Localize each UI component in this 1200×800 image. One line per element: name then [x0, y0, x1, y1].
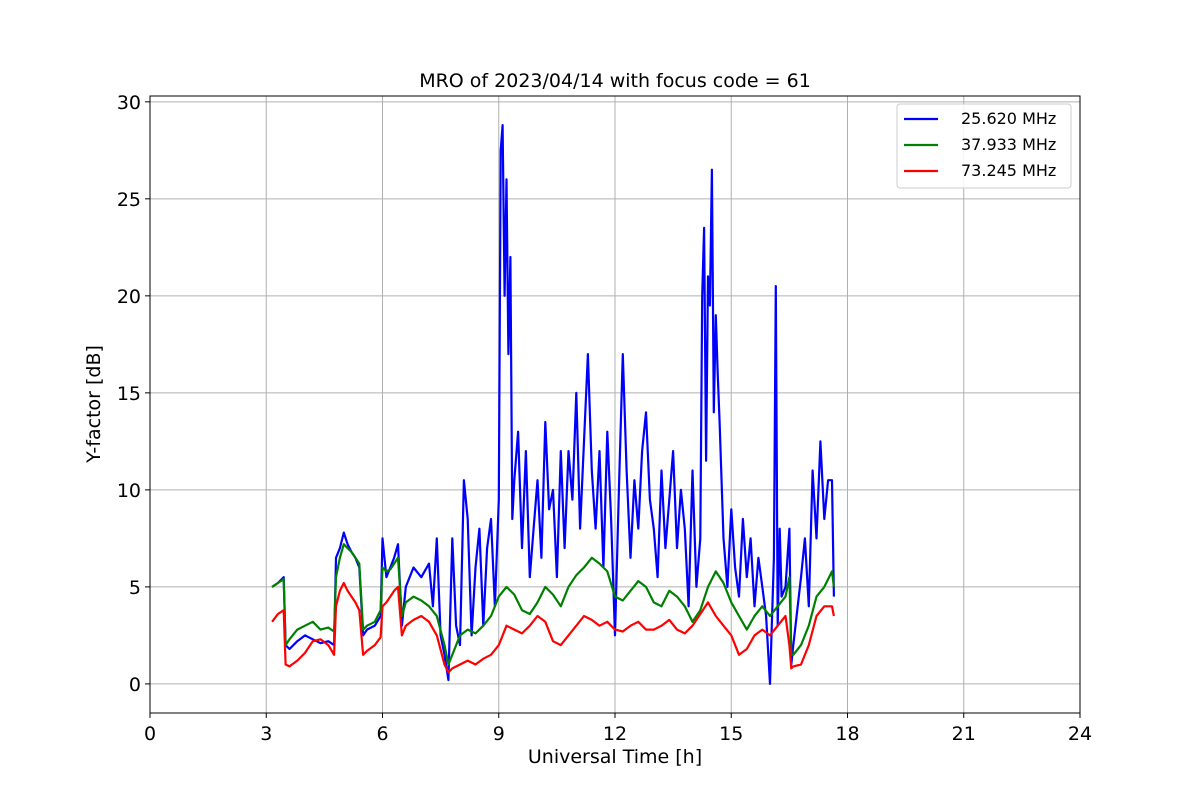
y-tick-label: 30: [117, 92, 141, 114]
series-line-3: [271, 581, 835, 674]
series-line-1: [271, 123, 835, 686]
series-line-2: [271, 543, 835, 666]
y-tick-label: 25: [117, 189, 141, 211]
x-tick-label: 21: [952, 723, 976, 745]
chart-title: MRO of 2023/04/14 with focus code = 61: [419, 70, 811, 92]
y-tick-label: 20: [117, 286, 141, 308]
x-tick-label: 12: [603, 723, 627, 745]
y-tick-label: 10: [117, 480, 141, 502]
x-tick-label: 15: [719, 723, 743, 745]
x-axis-label: Universal Time [h]: [528, 746, 702, 768]
y-tick-label: 5: [129, 577, 141, 599]
legend: 25.620 MHz 37.933 MHz 73.245 MHz: [896, 103, 1072, 189]
y-tick-label: 0: [129, 674, 141, 696]
x-tick-label: 3: [260, 723, 272, 745]
legend-label: 25.620 MHz: [961, 109, 1056, 128]
legend-box: [896, 103, 1072, 189]
y-axis-label: Y-factor [dB]: [83, 345, 105, 464]
y-tick-label: 15: [117, 383, 141, 405]
x-tick-label: 9: [493, 723, 505, 745]
x-tick-label: 24: [1068, 723, 1092, 745]
x-tick-label: 18: [835, 723, 859, 745]
legend-label: 37.933 MHz: [961, 135, 1056, 154]
x-tick-label: 0: [144, 723, 156, 745]
x-tick-label: 6: [376, 723, 388, 745]
legend-label: 73.245 MHz: [961, 161, 1056, 180]
axis-ticks: 0 3 6 9 12 15 18 21 24 0 5 10 15 20 25 30: [117, 92, 1092, 745]
plot-area: [271, 123, 835, 686]
